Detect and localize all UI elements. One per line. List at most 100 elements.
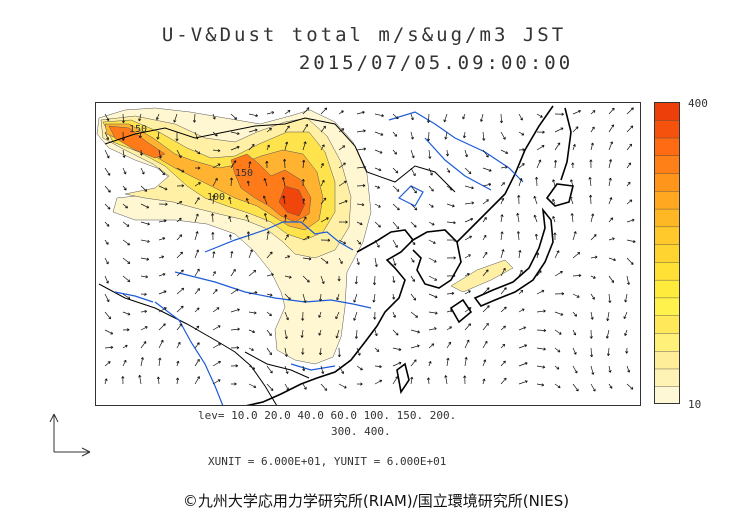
wind-arrow <box>104 149 110 159</box>
wind-arrow <box>428 293 438 299</box>
wind-arrow <box>626 181 631 187</box>
wind-arrow <box>194 149 201 155</box>
wind-arrow <box>482 131 486 141</box>
wind-arrow <box>392 257 397 266</box>
wind-arrow <box>392 347 402 351</box>
wind-arrow <box>606 311 610 322</box>
wind-arrow <box>320 197 327 205</box>
wind-arrow <box>590 142 594 151</box>
wind-arrow <box>554 347 561 353</box>
border-layer <box>98 117 456 406</box>
wind-arrow <box>482 183 492 187</box>
wind-arrow <box>122 328 130 332</box>
wind-arrow <box>155 113 160 120</box>
wind-arrow <box>572 365 578 374</box>
wind-arrow <box>176 323 183 331</box>
wind-arrow <box>500 306 507 313</box>
wind-arrow <box>536 130 545 134</box>
wind-arrow <box>284 141 289 151</box>
wind-arrow <box>536 383 545 387</box>
sakhalin <box>560 107 572 181</box>
wind-arrow <box>518 380 528 385</box>
wind-arrow <box>464 254 471 259</box>
wind-arrow <box>176 360 180 367</box>
wind-arrow <box>464 201 475 205</box>
wind-arrow <box>518 178 523 187</box>
wind-arrow <box>337 275 341 282</box>
russia-coastline <box>456 105 554 243</box>
wind-arrow <box>336 293 340 301</box>
wind-arrow <box>552 198 556 205</box>
taiwan <box>396 362 410 395</box>
wind-arrow <box>626 365 631 373</box>
wind-arrow <box>302 107 310 115</box>
wind-arrow <box>410 293 417 301</box>
wind-arrow <box>140 239 150 243</box>
wind-arrow <box>122 203 128 209</box>
wind-arrow <box>499 113 504 124</box>
wind-arrow <box>625 347 629 354</box>
wind-arrow <box>372 293 376 303</box>
wind-arrow <box>482 305 490 313</box>
wind-arrow <box>554 311 564 316</box>
wind-arrow <box>518 289 524 295</box>
wind-arrow <box>464 235 472 241</box>
wind-arrow <box>374 329 378 337</box>
wind-arrow <box>500 325 506 331</box>
wind-arrow <box>374 113 385 118</box>
wind-arrow <box>121 113 126 124</box>
colorbar-cell <box>654 368 680 387</box>
wind-arrow <box>590 126 595 133</box>
wind-arrow <box>428 149 432 159</box>
wind-arrow <box>266 127 272 133</box>
wind-arrow <box>121 376 125 385</box>
wind-arrow <box>410 167 416 177</box>
wind-arrow <box>212 307 220 313</box>
yangtze-river <box>174 271 372 309</box>
wind-arrow <box>156 376 161 385</box>
chart-title: U-V&Dust total m/s&ug/m3 JST <box>161 24 567 46</box>
wind-arrow <box>463 375 467 385</box>
contour-label-3: 100 <box>207 192 225 203</box>
wind-arrow <box>338 110 344 115</box>
wind-arrow <box>194 376 200 385</box>
wind-arrow <box>302 216 307 223</box>
wind-arrow <box>410 311 419 318</box>
wind-arrow <box>500 377 507 385</box>
axes-icon <box>49 413 91 457</box>
yellow-river <box>204 221 354 253</box>
wind-arrow <box>392 275 396 283</box>
wind-arrow <box>104 239 109 245</box>
wind-arrow <box>356 203 365 207</box>
wind-arrow <box>392 239 398 248</box>
contour-label-2: 150 <box>235 168 253 179</box>
wind-arrow <box>500 249 505 259</box>
wind-arrow <box>140 203 150 209</box>
wind-arrow <box>482 149 489 158</box>
wind-arrow <box>318 293 323 302</box>
wind-arrow <box>554 383 561 389</box>
wind-arrow <box>265 160 269 169</box>
wind-arrow <box>140 257 150 261</box>
wind-arrow <box>356 147 367 151</box>
wind-arrow <box>500 214 504 223</box>
wind-arrow <box>428 343 435 349</box>
colorbar-cell <box>654 243 680 263</box>
wind-arrow <box>428 360 432 367</box>
wind-vector-field <box>104 107 636 392</box>
wind-arrow <box>608 141 614 151</box>
wind-arrow <box>410 344 420 349</box>
wind-arrow <box>284 311 289 321</box>
wind-arrow <box>158 149 162 159</box>
wind-arrow <box>626 125 634 133</box>
wind-arrow <box>266 365 273 374</box>
wind-arrow <box>446 167 451 173</box>
wind-arrow <box>248 143 255 151</box>
wind-arrow <box>246 180 250 187</box>
wind-arrow <box>410 257 415 263</box>
wind-arrow <box>156 131 160 140</box>
colorbar-cell <box>654 190 680 210</box>
wind-arrow <box>356 110 365 115</box>
wind-arrow <box>122 149 126 158</box>
wind-arrow <box>410 149 415 159</box>
